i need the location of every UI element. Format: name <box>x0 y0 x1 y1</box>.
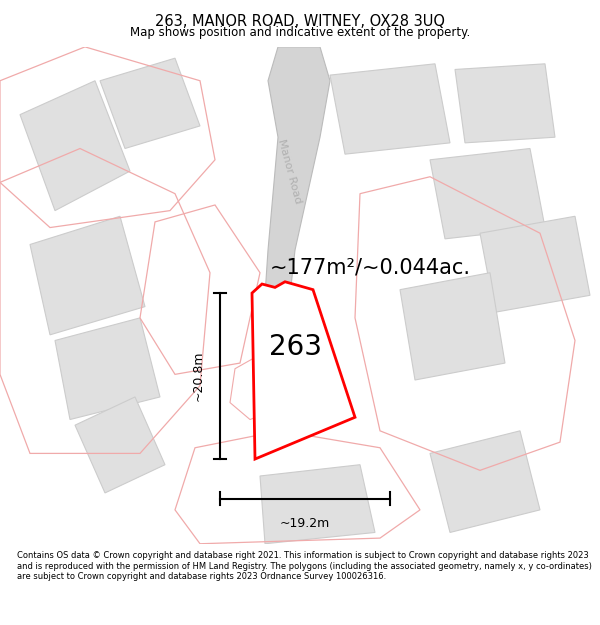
Polygon shape <box>430 149 545 239</box>
Polygon shape <box>430 431 540 532</box>
Polygon shape <box>260 301 330 408</box>
Polygon shape <box>455 64 555 143</box>
Polygon shape <box>265 47 330 318</box>
Text: Manor Road: Manor Road <box>277 138 304 204</box>
Polygon shape <box>20 81 130 211</box>
Text: 263, MANOR ROAD, WITNEY, OX28 3UQ: 263, MANOR ROAD, WITNEY, OX28 3UQ <box>155 14 445 29</box>
Text: Map shows position and indicative extent of the property.: Map shows position and indicative extent… <box>130 26 470 39</box>
Polygon shape <box>400 272 505 380</box>
Text: ~20.8m: ~20.8m <box>191 351 205 401</box>
Polygon shape <box>330 64 450 154</box>
Polygon shape <box>252 282 355 459</box>
Polygon shape <box>260 465 375 544</box>
Text: Contains OS data © Crown copyright and database right 2021. This information is : Contains OS data © Crown copyright and d… <box>17 551 592 581</box>
Text: ~19.2m: ~19.2m <box>280 517 330 530</box>
Polygon shape <box>480 216 590 312</box>
Polygon shape <box>75 397 165 493</box>
Text: 263: 263 <box>269 333 322 361</box>
Text: ~177m²/~0.044ac.: ~177m²/~0.044ac. <box>269 257 470 277</box>
Polygon shape <box>30 216 145 335</box>
Polygon shape <box>100 58 200 149</box>
Polygon shape <box>55 318 160 419</box>
